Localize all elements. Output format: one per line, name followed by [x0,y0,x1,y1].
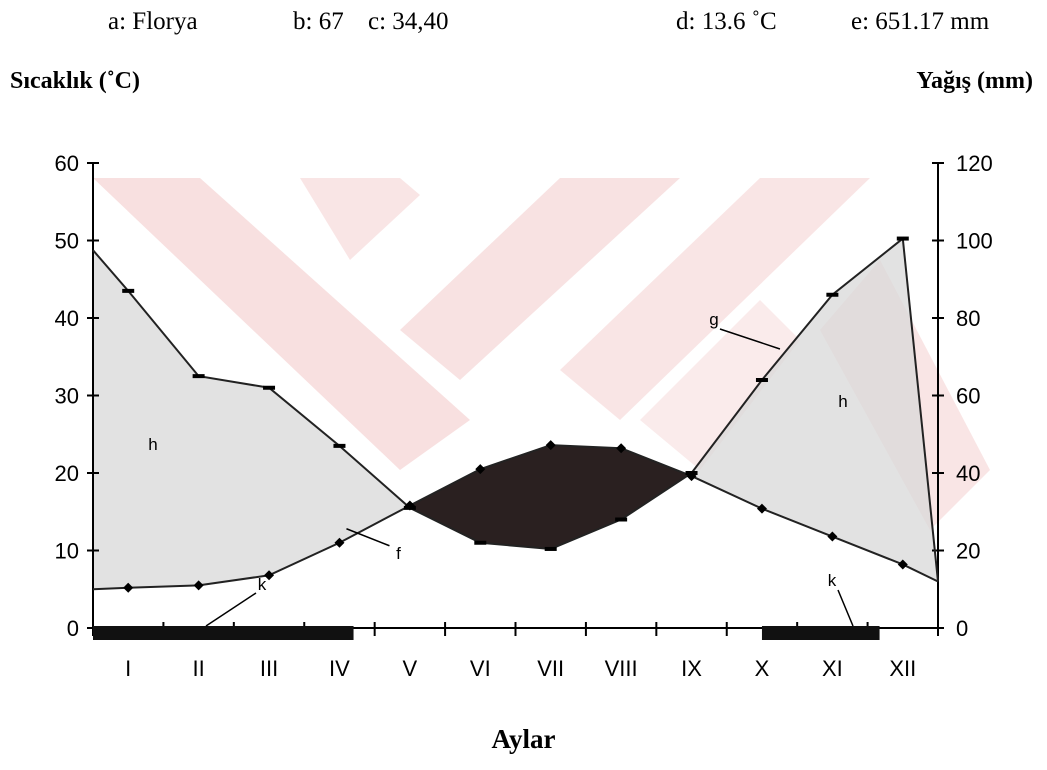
label-g: g [709,310,718,329]
month-label-IX: IX [681,656,702,681]
k-bar-1 [93,626,354,640]
temperature-point-X [756,503,767,514]
right-axis-title: Yağış (mm) [916,68,1033,94]
left-tick-label-20: 20 [55,461,79,486]
g-leader-line [719,328,781,350]
precipitation-point-VIII [615,517,628,522]
temperature-point-VIII [616,443,627,454]
precipitation-point-I [122,288,135,293]
header-mean-temperature: d: 13.6 ˚C [676,8,777,35]
month-label-VIII: VIII [605,656,638,681]
precipitation-point-VI [474,540,487,545]
temperature-point-VI [475,464,486,475]
precipitation-point-XII [896,236,909,241]
month-label-IV: IV [329,656,350,681]
left-tick-label-50: 50 [55,229,79,254]
humid-area-h-1 [93,250,407,590]
right-tick-label-120: 120 [956,151,993,176]
watermark-band-3 [400,178,680,380]
precipitation-point-XI [826,292,839,297]
header-annual-precipitation: e: 651.17 mm [851,8,990,35]
precipitation-line-g [92,236,939,582]
temperature-point-IV [334,537,345,548]
month-label-XII: XII [889,656,916,681]
k-leader-right [837,589,854,627]
month-label-III: III [260,656,278,681]
label-f: f [396,544,401,563]
f-leader-line [346,528,390,547]
left-axis-title: Sıcaklık (˚C) [10,68,141,94]
temperature-point-III [264,570,275,581]
right-tick-label-60: 60 [956,384,980,409]
month-label-VII: VII [537,656,564,681]
label-h-left: h [148,435,157,454]
x-axis-title: Aylar [491,724,556,754]
precipitation-point-IV [333,443,346,448]
left-tick-label-60: 60 [55,151,79,176]
right-tick-label-0: 0 [956,616,968,641]
watermark-band-4 [560,178,870,420]
label-h-right: h [838,392,847,411]
precipitation-point-X [755,378,768,382]
precipitation-point-V [403,505,416,510]
precipitation-point-VII [544,546,557,551]
humid-area-h-2 [689,239,937,582]
temperature-point-VII [545,440,556,451]
left-tick-label-10: 10 [55,539,79,564]
temperature-line-f [92,444,939,591]
temperature-point-I [123,582,134,593]
right-tick-label-80: 80 [956,306,980,331]
precipitation-point-III [263,385,276,390]
temperature-point-II [193,580,204,591]
watermark-band-2 [300,178,420,260]
watermark-band-1 [93,178,470,470]
month-label-II: II [193,656,205,681]
left-tick-label-0: 0 [67,616,79,641]
right-tick-label-40: 40 [956,461,980,486]
arid-area-1 [409,445,687,549]
header-period: c: 34,40 [368,8,449,35]
left-tick-label-40: 40 [55,306,79,331]
month-label-V: V [403,656,418,681]
label-k-right: k [828,571,837,590]
label-k-left: k [258,575,267,594]
k-leader-left [205,592,257,627]
right-tick-label-20: 20 [956,539,980,564]
header-station: a: Florya [108,8,198,35]
header-altitude: b: 67 [293,8,344,35]
left-tick-label-30: 30 [55,384,79,409]
month-label-I: I [125,656,131,681]
month-label-VI: VI [470,656,491,681]
temperature-point-XI [827,531,838,542]
precipitation-point-II [192,374,205,379]
month-label-XI: XI [822,656,843,681]
right-tick-label-100: 100 [956,229,993,254]
month-label-X: X [755,656,770,681]
k-bar-2 [761,626,880,640]
temperature-point-XII [897,559,908,570]
precipitation-point-IX [685,471,698,475]
